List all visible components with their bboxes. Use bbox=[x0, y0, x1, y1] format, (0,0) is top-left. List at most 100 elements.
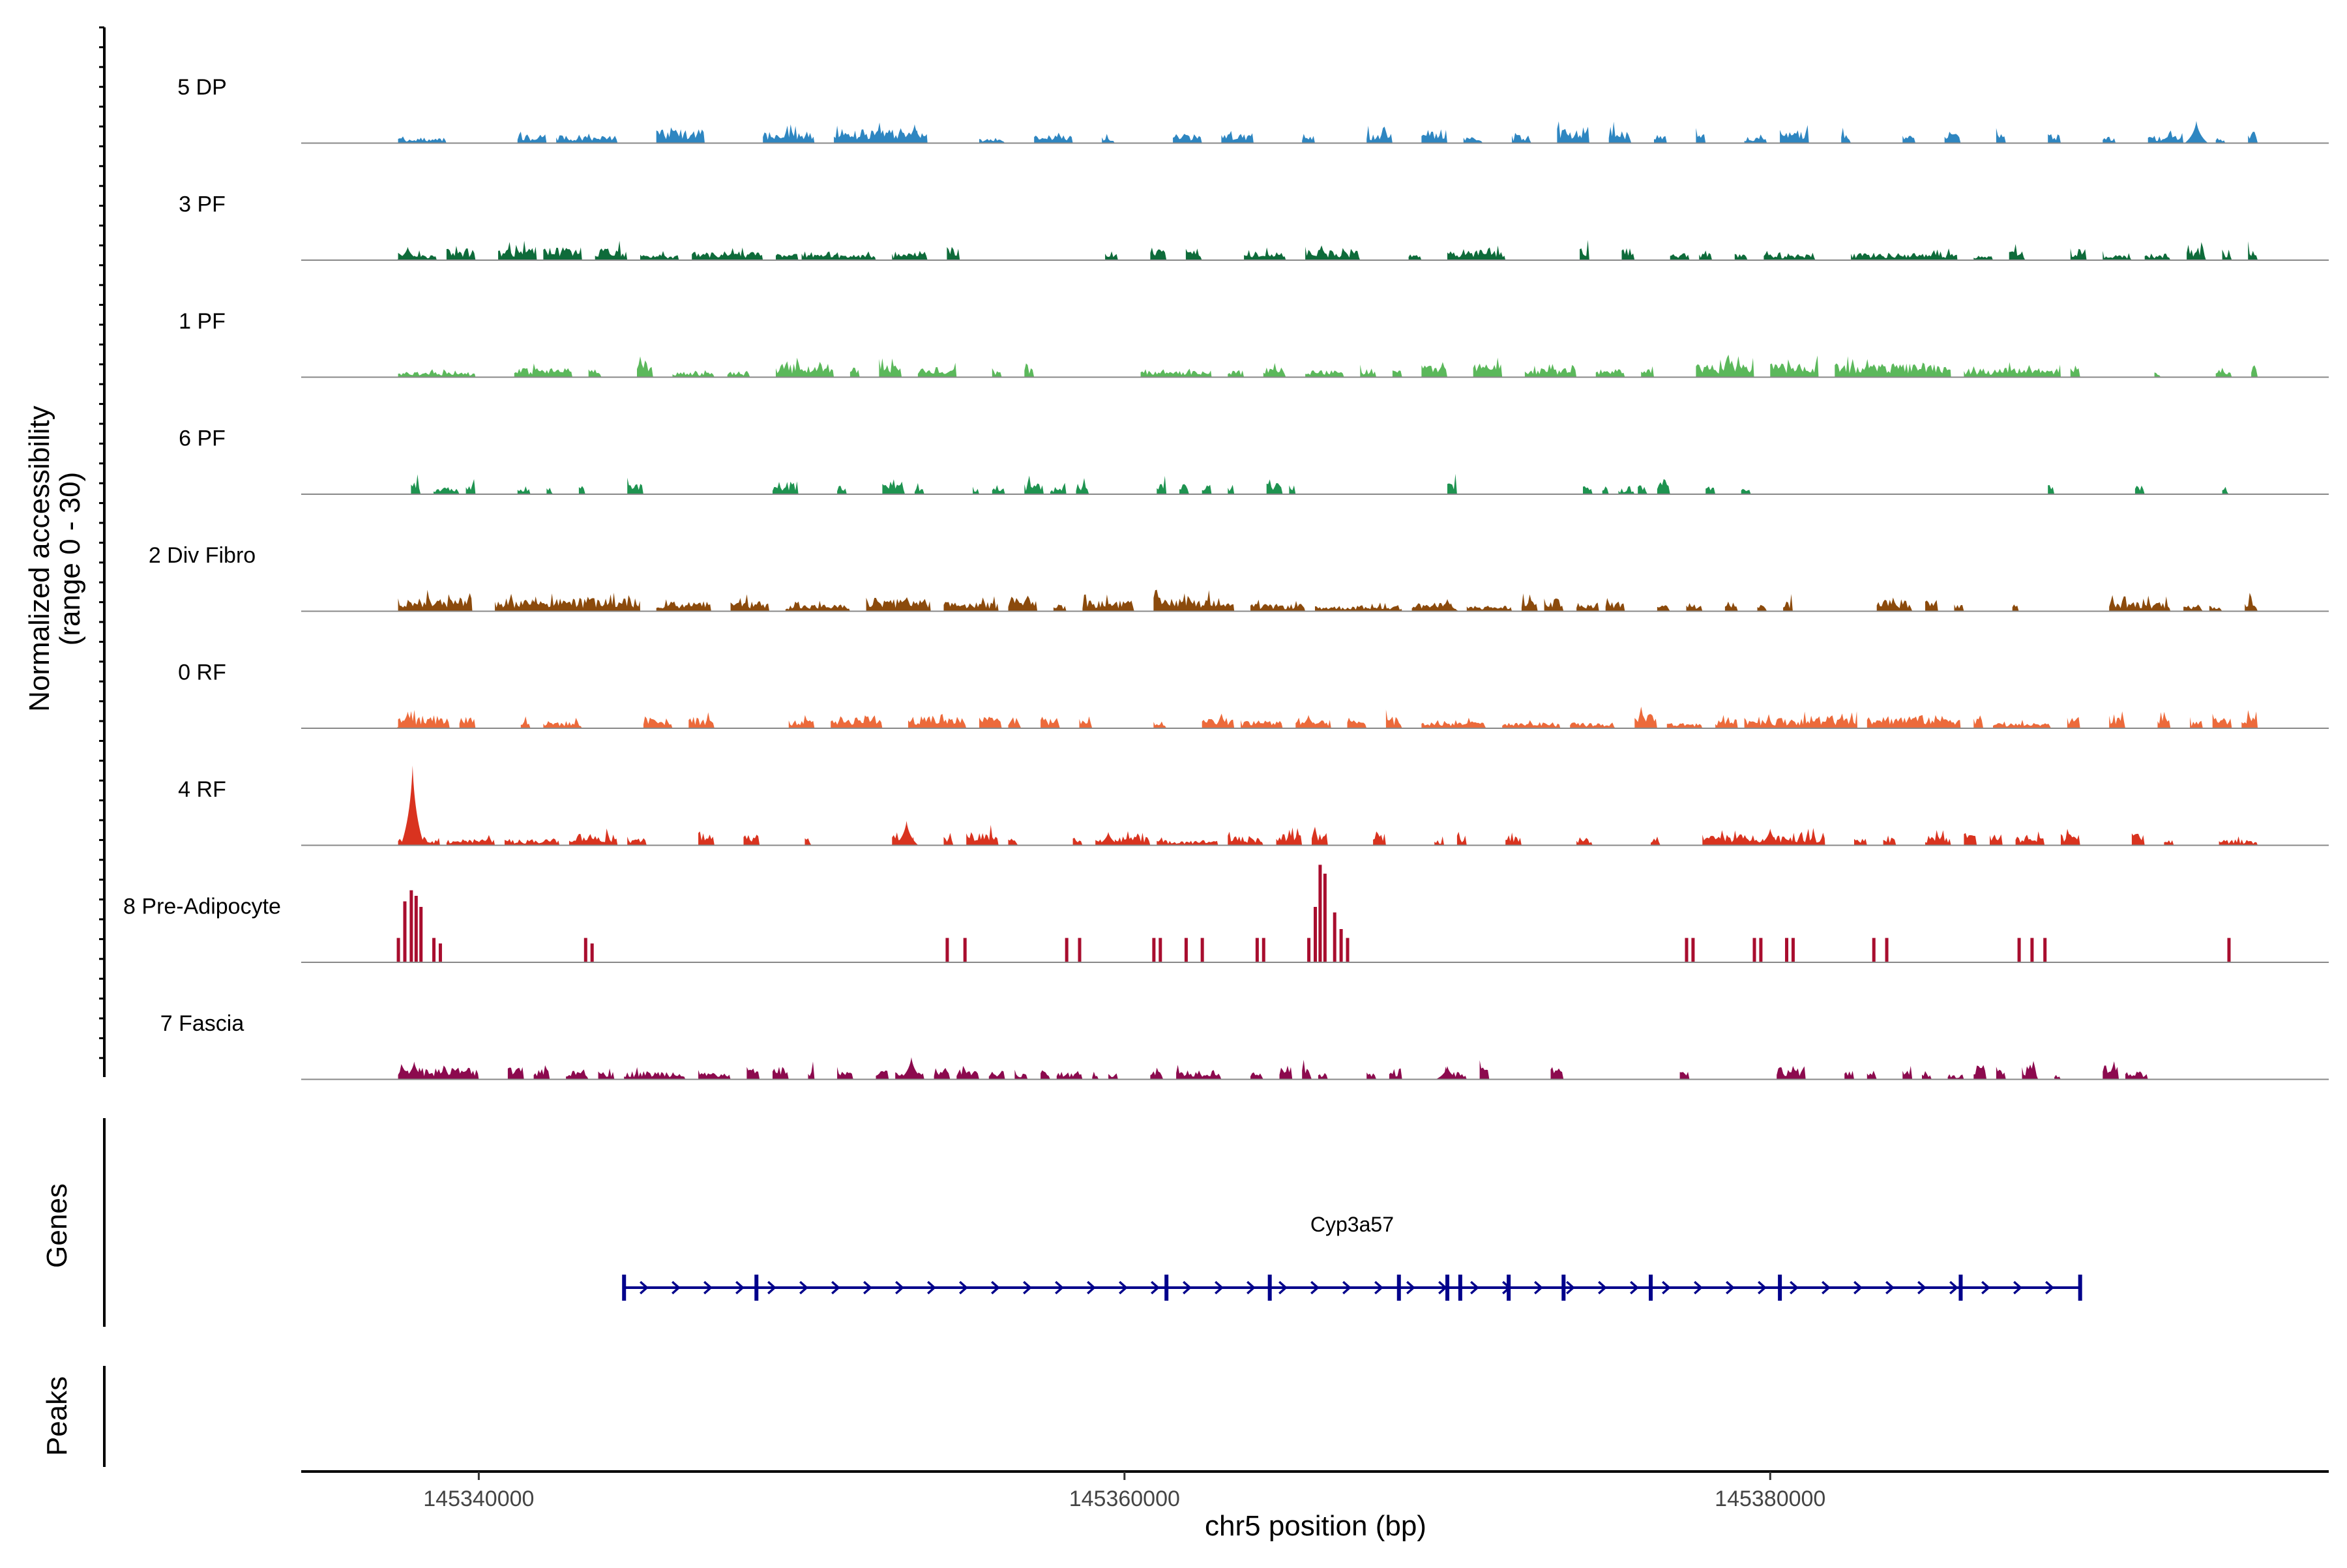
coverage-area bbox=[398, 355, 2258, 377]
strand-arrow bbox=[2045, 1280, 2054, 1295]
strand-arrow bbox=[1726, 1280, 1735, 1295]
strand-arrow bbox=[1119, 1280, 1128, 1295]
strand-arrow bbox=[1917, 1280, 1926, 1295]
coverage-area bbox=[398, 825, 2258, 846]
coverage-bar bbox=[1691, 938, 1695, 962]
coverage-bar bbox=[2043, 938, 2047, 962]
track-7-fascia: 7 Fascia bbox=[160, 1011, 2329, 1080]
coverage-peak bbox=[402, 1061, 426, 1080]
track-label: 5 DP bbox=[177, 75, 227, 100]
strand-arrow bbox=[1247, 1280, 1256, 1295]
exon-mark bbox=[1396, 1275, 1401, 1301]
coverage-bar bbox=[396, 938, 400, 962]
strand-arrow bbox=[1406, 1280, 1415, 1295]
track-label: 8 Pre-Adipocyte bbox=[123, 895, 281, 919]
gene-cyp3a57: Cyp3a57 bbox=[622, 1213, 2082, 1301]
coverage-bar bbox=[963, 938, 967, 962]
coverage-bar bbox=[1200, 938, 1204, 962]
coverage-area bbox=[411, 473, 2229, 494]
strand-arrow bbox=[1310, 1280, 1320, 1295]
track-label: 3 PF bbox=[179, 192, 226, 217]
strand-arrow bbox=[1949, 1280, 1958, 1295]
coverage-bar bbox=[409, 890, 413, 962]
strand-arrow bbox=[1981, 1280, 1990, 1295]
left-axes bbox=[99, 26, 106, 1467]
coverage-bar bbox=[2227, 938, 2231, 962]
coverage-bar bbox=[1065, 938, 1069, 962]
coverage-bar bbox=[1152, 938, 1156, 962]
coverage-bar bbox=[1255, 938, 1259, 962]
coverage-area bbox=[398, 121, 2258, 143]
strand-arrow bbox=[1023, 1280, 1032, 1295]
strand-arrow bbox=[863, 1280, 872, 1295]
track-4-rf: 4 RF bbox=[178, 765, 2329, 846]
coverage-bar bbox=[1346, 938, 1350, 962]
coverage-bar bbox=[1885, 938, 1889, 962]
coverage-bar bbox=[1318, 865, 1322, 962]
exon-mark bbox=[622, 1275, 627, 1301]
coverage-bar bbox=[2030, 938, 2034, 962]
strand-arrow bbox=[735, 1280, 745, 1295]
exon-mark bbox=[1778, 1275, 1782, 1301]
coverage-peak bbox=[2184, 121, 2208, 143]
strand-arrow bbox=[959, 1280, 968, 1295]
coverage-area bbox=[398, 589, 2258, 612]
y-axis-label-line2: (range 0 - 30) bbox=[54, 472, 86, 646]
x-tick-label: 145360000 bbox=[1069, 1487, 1180, 1511]
coverage-peak bbox=[1436, 1066, 1460, 1080]
coverage-peak bbox=[1097, 832, 1121, 846]
strand-arrow bbox=[2013, 1280, 2022, 1295]
coverage-bar bbox=[1333, 912, 1336, 962]
coverage-peak bbox=[894, 821, 919, 846]
coverage-peak bbox=[1297, 715, 1321, 728]
coverage-bar bbox=[438, 943, 442, 962]
track-0-rf: 0 RF bbox=[178, 660, 2329, 729]
coverage-peak bbox=[396, 246, 420, 260]
strand-arrow bbox=[1822, 1280, 1831, 1295]
track-6-pf: 6 PF bbox=[179, 426, 2329, 495]
gene-annotation-panel: Cyp3a57 bbox=[622, 1213, 2082, 1301]
strand-arrow bbox=[799, 1280, 808, 1295]
coverage-bar bbox=[1752, 938, 1756, 962]
coverage-bar bbox=[945, 938, 949, 962]
peaks-panel-label: Peaks bbox=[41, 1376, 73, 1456]
coverage-bar bbox=[1307, 938, 1311, 962]
exon-mark bbox=[754, 1275, 759, 1301]
strand-arrow bbox=[1470, 1280, 1479, 1295]
exon-mark bbox=[1507, 1275, 1511, 1301]
track-label: 7 Fascia bbox=[160, 1011, 244, 1036]
exon-mark bbox=[1164, 1275, 1169, 1301]
strand-arrow bbox=[1374, 1280, 1383, 1295]
coverage-peak bbox=[1436, 599, 1460, 612]
coverage-peak bbox=[902, 124, 926, 143]
coverage-bar bbox=[1791, 938, 1795, 962]
coverage-peak bbox=[396, 711, 420, 728]
x-axis: 145340000 145360000 145380000 bbox=[301, 1470, 2329, 1511]
strand-arrow bbox=[1662, 1280, 1671, 1295]
coverage-bar bbox=[1159, 938, 1162, 962]
track-label: 0 RF bbox=[178, 660, 226, 685]
coverage-bar bbox=[1872, 938, 1876, 962]
exon-mark bbox=[1267, 1275, 1272, 1301]
exon-mark bbox=[1561, 1275, 1566, 1301]
coverage-bar bbox=[1323, 874, 1327, 962]
strand-arrow bbox=[1151, 1280, 1160, 1295]
track-5-dp: 5 DP bbox=[177, 75, 2329, 144]
strand-arrow bbox=[1630, 1280, 1639, 1295]
track-1-pf: 1 PF bbox=[179, 309, 2329, 378]
coverage-bar bbox=[403, 901, 407, 962]
strand-arrow bbox=[640, 1280, 649, 1295]
strand-arrow bbox=[672, 1280, 681, 1295]
coverage-bar bbox=[1339, 929, 1343, 962]
strand-arrow bbox=[1694, 1280, 1703, 1295]
coverage-bar bbox=[1262, 938, 1265, 962]
track-label: 1 PF bbox=[179, 309, 226, 334]
y-axis-label-line1: Normalized accessibility bbox=[23, 406, 55, 711]
strand-arrow bbox=[895, 1280, 904, 1295]
strand-arrow bbox=[1055, 1280, 1064, 1295]
strand-arrow bbox=[1790, 1280, 1799, 1295]
coverage-bar bbox=[590, 943, 594, 962]
strand-arrow bbox=[1885, 1280, 1895, 1295]
